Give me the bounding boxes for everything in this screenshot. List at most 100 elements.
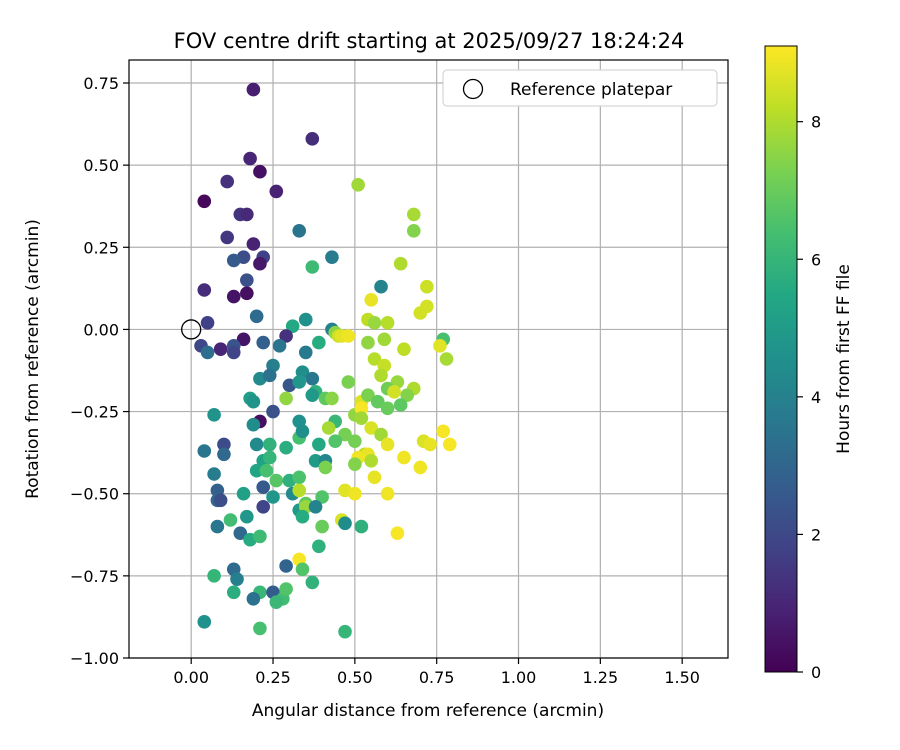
scatter-point — [361, 388, 375, 402]
x-tick-label: 0.25 — [255, 668, 291, 687]
scatter-point — [262, 368, 277, 383]
scatter-point — [240, 509, 254, 524]
y-axis-label: Rotation from reference (arcmin) — [23, 219, 43, 499]
scatter-point — [240, 286, 254, 301]
scatter-point — [338, 624, 352, 639]
scatter-point — [298, 312, 313, 327]
scatter-point — [433, 339, 447, 353]
scatter-point — [312, 437, 326, 452]
scatter-point — [262, 450, 277, 465]
scatter-point — [197, 283, 212, 297]
scatter-point — [197, 615, 212, 629]
scatter-point — [240, 273, 254, 287]
colorbar-tick-label: 6 — [811, 250, 821, 269]
scatter-point — [354, 411, 369, 425]
scatter-point — [406, 207, 421, 222]
y-tick-label: −1.00 — [70, 649, 119, 668]
scatter-point — [387, 385, 401, 399]
scatter-point — [249, 463, 264, 478]
scatter-point — [413, 460, 428, 475]
scatter-point — [436, 424, 451, 439]
scatter-point — [246, 592, 261, 606]
colorbar-tick-label: 0 — [811, 663, 821, 682]
scatter-point — [223, 513, 238, 527]
scatter-point — [361, 335, 375, 350]
scatter-point — [367, 316, 382, 330]
scatter-point — [269, 473, 284, 488]
scatter-point — [253, 529, 267, 544]
scatter-point — [406, 224, 421, 238]
scatter-point — [308, 500, 323, 514]
scatter-point — [348, 457, 362, 471]
y-tick-label: −0.50 — [70, 485, 119, 504]
scatter-point — [400, 388, 415, 402]
scatter-point — [207, 408, 221, 422]
scatter-point — [249, 437, 264, 452]
colorbar-ticks: 0 2 4 6 8 — [797, 113, 821, 682]
scatter-point — [305, 575, 320, 590]
scatter-point — [292, 224, 307, 238]
x-axis-ticks: 0.00 0.25 0.50 0.75 1.00 1.25 1.50 — [173, 658, 700, 687]
scatter-point — [348, 486, 362, 501]
scatter-point — [279, 329, 293, 343]
scatter-point — [305, 260, 320, 274]
y-axis-ticks: −1.00 −0.75 −0.50 −0.25 0.00 0.25 0.50 0.75 — [70, 74, 129, 668]
y-tick-label: 0.25 — [83, 238, 119, 257]
scatter-point — [325, 391, 339, 406]
scatter-point — [226, 253, 241, 268]
scatter-point — [217, 447, 231, 462]
legend-label: Reference platepar — [510, 80, 672, 100]
scatter-point — [246, 394, 261, 409]
scatter-point — [197, 444, 212, 458]
scatter-point — [305, 132, 320, 146]
y-tick-label: 0.75 — [83, 74, 119, 93]
scatter-point — [374, 427, 388, 442]
scatter-point — [380, 437, 395, 452]
scatter-point — [272, 339, 287, 353]
legend: Reference platepar — [442, 69, 718, 107]
x-tick-label: 0.75 — [419, 668, 455, 687]
scatter-point — [253, 256, 267, 271]
scatter-point — [364, 293, 379, 307]
scatter-point — [279, 559, 293, 573]
scatter-point — [413, 306, 428, 320]
x-tick-label: 1.50 — [664, 668, 700, 687]
scatter-point — [393, 256, 408, 271]
scatter-point — [295, 509, 310, 524]
x-axis-label: Angular distance from reference (arcmin) — [252, 701, 604, 721]
scatter-point — [305, 388, 320, 402]
scatter-point — [308, 454, 323, 468]
scatter-point — [269, 184, 284, 199]
scatter-point — [262, 437, 277, 452]
colorbar-tick-label: 4 — [811, 388, 821, 407]
grid-lines — [129, 60, 728, 659]
scatter-point — [230, 572, 244, 586]
scatter-point — [338, 427, 352, 442]
scatter-point — [390, 526, 405, 540]
y-tick-label: 0.00 — [83, 320, 119, 339]
reference-layer — [181, 319, 202, 340]
scatter-point — [397, 342, 411, 356]
scatter-point — [220, 230, 234, 245]
scatter-point — [380, 486, 395, 501]
colorbar-tick-label: 2 — [811, 525, 821, 544]
scatter-point — [213, 493, 228, 508]
scatter-point — [442, 437, 457, 452]
scatter-point — [295, 424, 310, 439]
scatter-point — [393, 398, 408, 412]
scatter-point — [200, 316, 215, 330]
y-tick-label: −0.25 — [70, 403, 119, 422]
scatter-point — [348, 434, 362, 448]
scatter-point — [312, 539, 326, 554]
scatter-point — [312, 335, 326, 350]
scatter-point — [321, 421, 336, 435]
scatter-point — [249, 309, 264, 324]
scatter-point — [354, 519, 369, 534]
x-tick-label: 0.00 — [173, 668, 209, 687]
scatter-point — [305, 371, 320, 386]
scatter-point — [279, 440, 293, 455]
scatter-point — [292, 375, 307, 389]
scatter-point — [279, 582, 293, 596]
scatter-point — [423, 437, 437, 452]
y-tick-label: −0.75 — [70, 567, 119, 586]
